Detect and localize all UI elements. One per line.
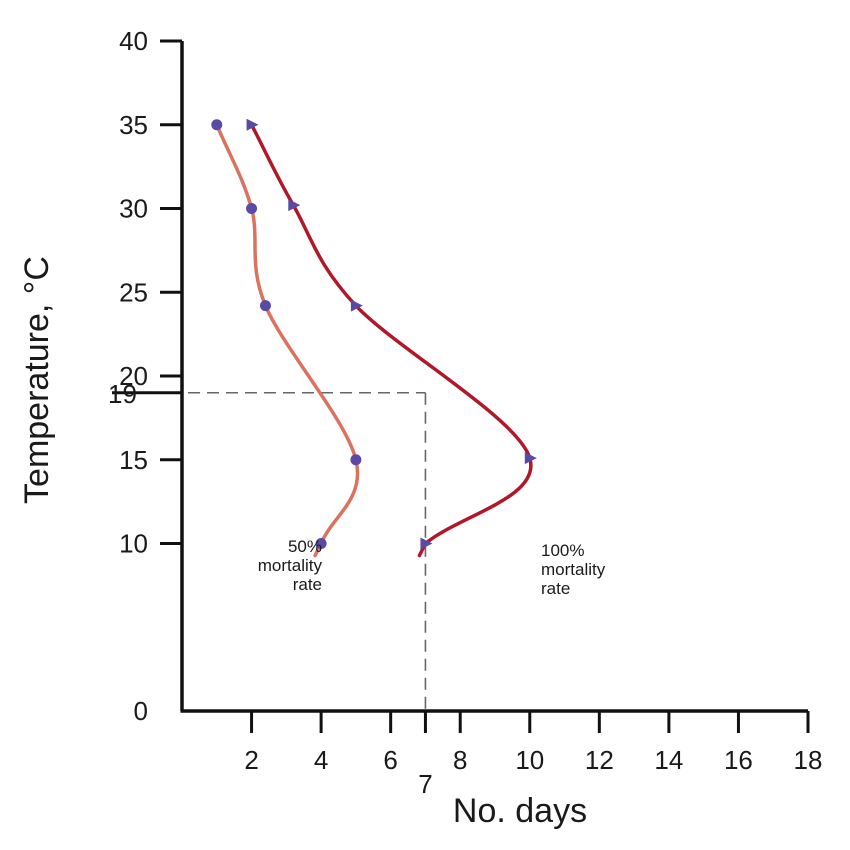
annotation-hundred-percent: 100% mortality rate — [541, 541, 606, 598]
series-line — [215, 123, 360, 546]
axes — [112, 39, 810, 733]
data-point — [246, 118, 259, 131]
labels: 0 10 15 20 25 30 35 40 2 4 6 8 10 12 14 16 18 19 7 No. days… — [18, 26, 822, 830]
series-layer — [211, 118, 537, 558]
y-tick-label: 25 — [119, 277, 148, 307]
data-point — [211, 119, 223, 131]
data-point — [350, 299, 363, 312]
annotation-line: 100% — [541, 541, 584, 560]
annotation-line: mortality — [541, 560, 606, 579]
x-tick-label: 8 — [453, 745, 467, 775]
data-point — [350, 454, 362, 466]
data-point — [288, 199, 301, 212]
series-hundred-percent — [246, 118, 537, 558]
x-axis-title: No. days — [453, 792, 587, 830]
data-point — [246, 203, 258, 214]
y-tick-label: 35 — [119, 110, 148, 140]
data-point — [315, 538, 327, 549]
reference-y-label: 19 — [108, 379, 137, 409]
data-point — [420, 537, 433, 550]
series-line — [249, 123, 533, 546]
reference-lines — [188, 391, 427, 720]
x-tick-label: 14 — [654, 745, 683, 775]
x-tick-label: 18 — [794, 745, 823, 775]
y-tick-label: 30 — [119, 194, 148, 224]
x-tick-label: 16 — [724, 745, 753, 775]
x-tick-label: 4 — [314, 745, 328, 775]
y-tick-label: 20 — [119, 361, 148, 391]
reference-x-label: 7 — [418, 769, 432, 799]
y-tick-label: 0 — [134, 696, 148, 726]
y-tick-label: 40 — [119, 26, 148, 56]
y-tick-label: 15 — [119, 445, 148, 475]
annotation-fifty-percent: 50% mortality rate — [258, 537, 323, 594]
data-point — [524, 452, 537, 465]
data-point — [259, 300, 271, 312]
x-tick-label: 10 — [515, 745, 544, 775]
x-tick-label: 12 — [585, 745, 614, 775]
x-tick-label: 2 — [244, 745, 258, 775]
annotation-line: 50% — [288, 537, 322, 556]
annotation-line: rate — [293, 575, 322, 594]
annotation-line: mortality — [258, 556, 323, 575]
series-fifty-percent — [211, 119, 362, 558]
y-axis-title: Temperature, °C — [18, 256, 56, 504]
y-tick-label: 10 — [119, 529, 148, 559]
x-tick-label: 6 — [383, 745, 397, 775]
annotation-line: rate — [541, 579, 570, 598]
